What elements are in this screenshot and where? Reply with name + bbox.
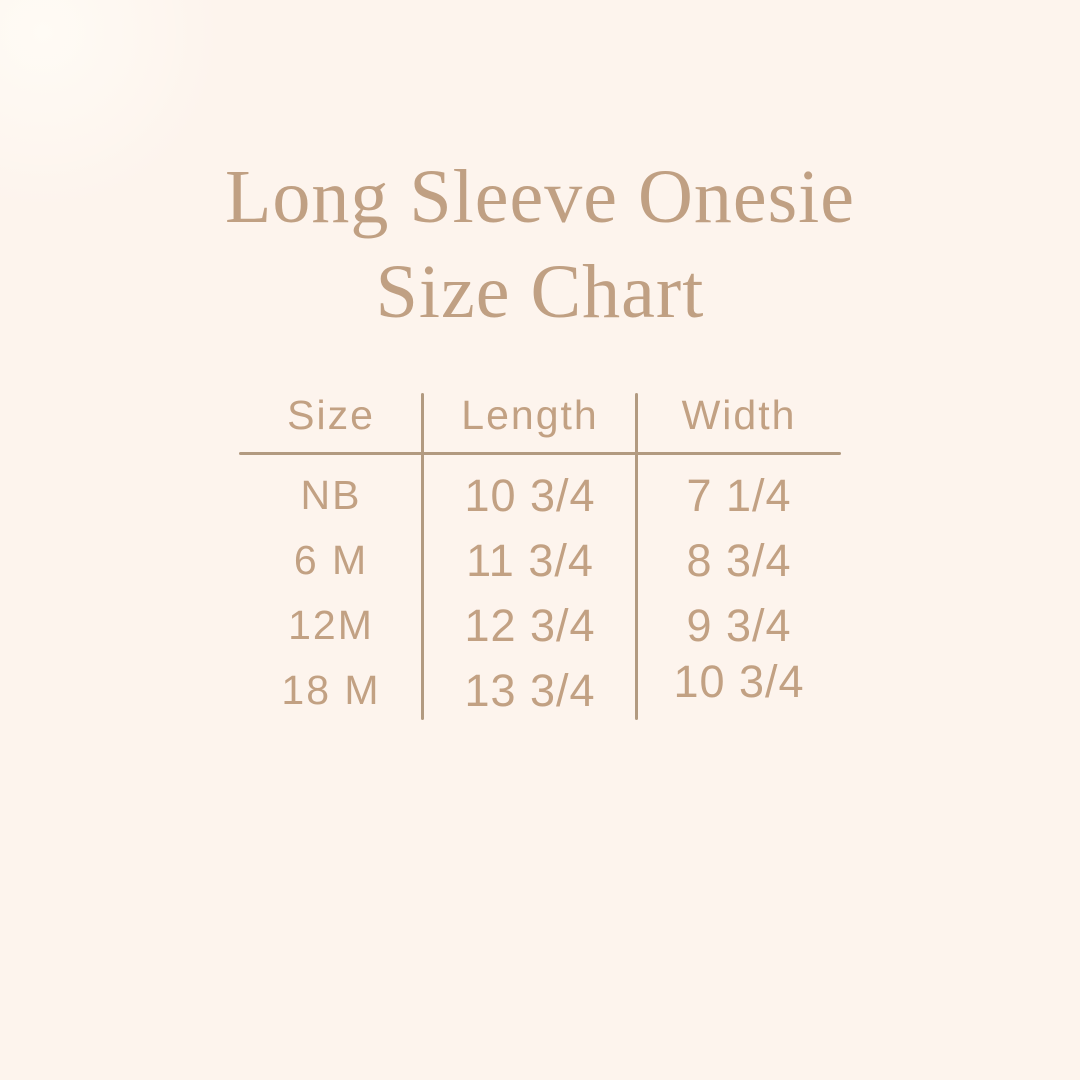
cell-12m-width: 9 3/4	[686, 599, 792, 651]
page-title: Long Sleeve Onesie Size Chart	[0, 150, 1080, 340]
cell-12m-size: 12M	[288, 602, 374, 648]
cell-18m-width: 10 3/4	[673, 655, 805, 707]
cell-6m-size: 6 M	[293, 537, 369, 583]
column-divider-1	[421, 393, 424, 720]
page-title-line2: Size Chart	[375, 250, 705, 334]
cell-18m-length: 13 3/4	[464, 664, 596, 716]
header-cell-size: Size	[287, 392, 375, 438]
table-row-6m: 6 M 11 3/4 8 3/4	[239, 528, 841, 593]
table-body: NB 10 3/4 7 1/4 6 M 11 3/4 8 3/4 12M 12 …	[239, 455, 841, 723]
column-divider-2	[635, 393, 638, 720]
header-cell-width: Width	[681, 392, 797, 438]
size-chart-table: Size Length Width NB 10 3/4 7 1/4 6 M 11…	[239, 392, 841, 723]
cell-6m-length: 11 3/4	[466, 534, 594, 586]
page-title-line1: Long Sleeve Onesie	[224, 155, 856, 239]
header-underline	[239, 452, 841, 455]
cell-12m-length: 12 3/4	[464, 599, 596, 651]
cell-nb-size: NB	[300, 472, 362, 518]
cell-nb-width: 7 1/4	[686, 469, 792, 521]
table-row-12m: 12M 12 3/4 9 3/4	[239, 593, 841, 658]
table-header-row: Size Length Width	[239, 392, 841, 452]
cell-18m-size: 18 M	[281, 667, 381, 713]
cell-6m-width: 8 3/4	[686, 534, 792, 586]
table-row-nb: NB 10 3/4 7 1/4	[239, 463, 841, 528]
table-row-18m: 18 M 13 3/4 10 3/4	[239, 655, 841, 723]
cell-nb-length: 10 3/4	[464, 469, 596, 521]
header-cell-length: Length	[461, 392, 599, 438]
